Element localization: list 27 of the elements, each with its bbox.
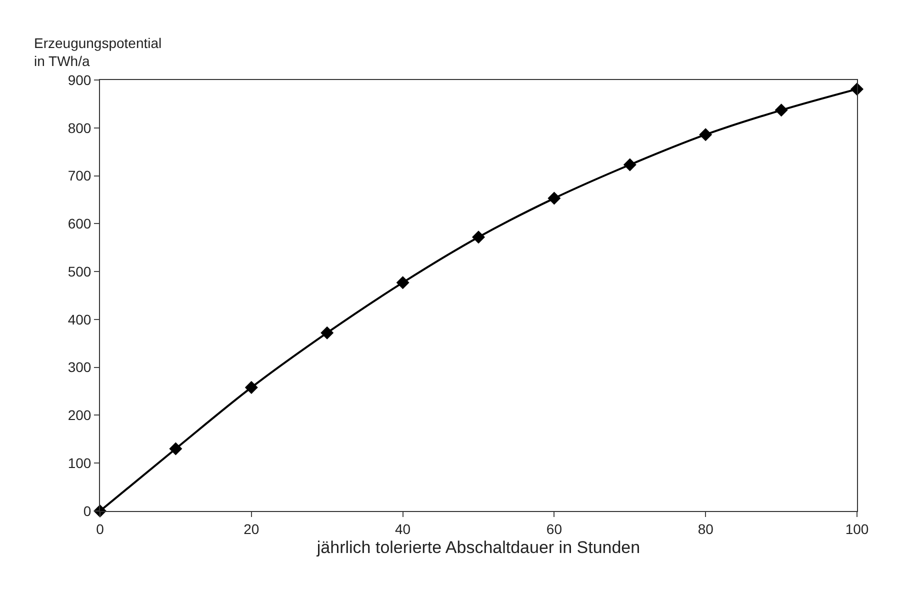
- x-tick-label: 20: [244, 520, 260, 537]
- x-tick-label: 60: [546, 520, 562, 537]
- point: [169, 442, 182, 456]
- x-tick-label: 100: [845, 520, 869, 537]
- y-tick-label: 500: [68, 263, 92, 280]
- point: [548, 192, 561, 205]
- point: [774, 104, 788, 117]
- y-tick-label: 900: [68, 72, 92, 88]
- x-tick-label: 80: [698, 520, 714, 537]
- y-tick-label: 700: [68, 168, 92, 184]
- y-tick-label: 300: [68, 359, 92, 376]
- point: [396, 276, 410, 290]
- y-tick-label: 200: [68, 407, 92, 424]
- point: [623, 158, 636, 172]
- point: [699, 128, 712, 142]
- y-tick-label: 800: [68, 120, 92, 136]
- point: [320, 326, 334, 340]
- point: [472, 230, 485, 244]
- y-tick-label: 600: [68, 216, 92, 232]
- x-tick-label: 40: [395, 520, 411, 537]
- y-tick-label: 400: [68, 311, 92, 328]
- point: [244, 380, 258, 394]
- x-axis-title: jährlich tolerierte Abschaltdauer in Stunden: [316, 538, 640, 558]
- x-tick-label: 0: [96, 520, 104, 537]
- y-tick-label: 0: [83, 502, 92, 519]
- y-tick-label: 100: [68, 455, 92, 472]
- y-axis-title: Erzeugungspotential in TWh/a: [34, 35, 162, 70]
